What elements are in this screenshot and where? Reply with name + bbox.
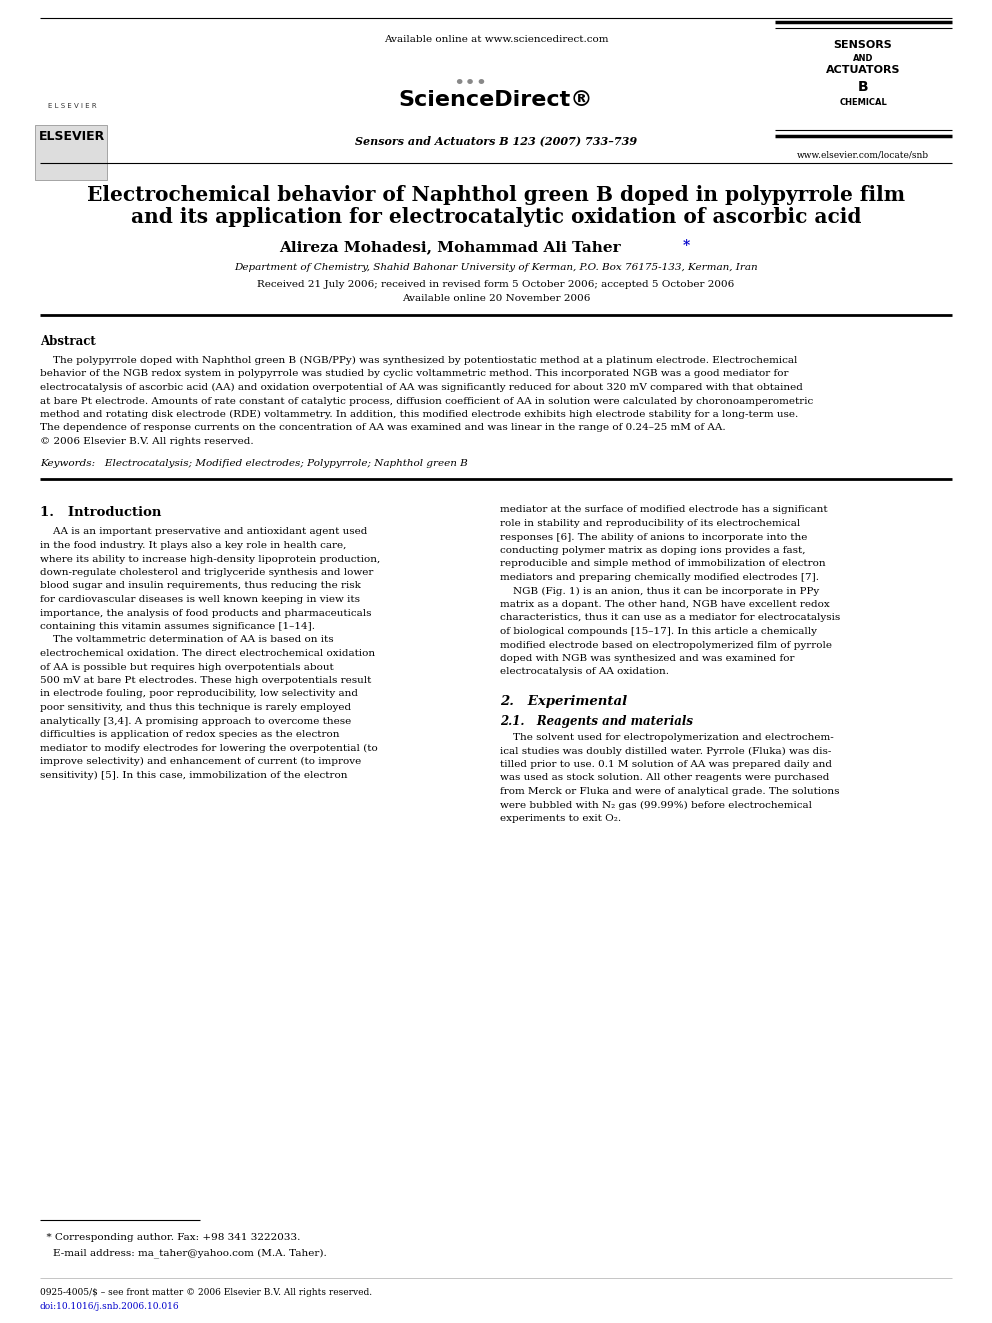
Text: sensitivity) [5]. In this case, immobilization of the electron: sensitivity) [5]. In this case, immobili…	[40, 770, 347, 779]
Text: at bare Pt electrode. Amounts of rate constant of catalytic process, diffusion c: at bare Pt electrode. Amounts of rate co…	[40, 397, 813, 406]
Text: •••: •••	[453, 75, 487, 93]
Text: characteristics, thus it can use as a mediator for electrocatalysis: characteristics, thus it can use as a me…	[500, 614, 840, 623]
Text: analytically [3,4]. A promising approach to overcome these: analytically [3,4]. A promising approach…	[40, 717, 351, 725]
Text: in electrode fouling, poor reproducibility, low selectivity and: in electrode fouling, poor reproducibili…	[40, 689, 358, 699]
Text: blood sugar and insulin requirements, thus reducing the risk: blood sugar and insulin requirements, th…	[40, 582, 361, 590]
Text: mediator at the surface of modified electrode has a significant: mediator at the surface of modified elec…	[500, 505, 827, 515]
Text: The voltammetric determination of AA is based on its: The voltammetric determination of AA is …	[40, 635, 333, 644]
Text: importance, the analysis of food products and pharmaceuticals: importance, the analysis of food product…	[40, 609, 371, 618]
Text: 2.1.   Reagents and materials: 2.1. Reagents and materials	[500, 714, 693, 728]
Text: * Corresponding author. Fax: +98 341 3222033.: * Corresponding author. Fax: +98 341 322…	[40, 1233, 301, 1242]
Text: E L S E V I E R: E L S E V I E R	[48, 103, 96, 108]
Text: © 2006 Elsevier B.V. All rights reserved.: © 2006 Elsevier B.V. All rights reserved…	[40, 437, 254, 446]
Text: NGB (Fig. 1) is an anion, thus it can be incorporate in PPy: NGB (Fig. 1) is an anion, thus it can be…	[500, 586, 819, 595]
Text: 2.   Experimental: 2. Experimental	[500, 695, 627, 708]
Text: E-mail address: ma_taher@yahoo.com (M.A. Taher).: E-mail address: ma_taher@yahoo.com (M.A.…	[40, 1248, 326, 1258]
Text: reproducible and simple method of immobilization of electron: reproducible and simple method of immobi…	[500, 560, 825, 569]
Text: role in stability and reproducibility of its electrochemical: role in stability and reproducibility of…	[500, 519, 801, 528]
Text: and its application for electrocatalytic oxidation of ascorbic acid: and its application for electrocatalytic…	[131, 206, 861, 228]
Text: modified electrode based on electropolymerized film of pyrrole: modified electrode based on electropolym…	[500, 640, 832, 650]
Text: Department of Chemistry, Shahid Bahonar University of Kerman, P.O. Box 76175-133: Department of Chemistry, Shahid Bahonar …	[234, 263, 758, 273]
Text: Available online 20 November 2006: Available online 20 November 2006	[402, 294, 590, 303]
Text: behavior of the NGB redox system in polypyrrole was studied by cyclic voltammetr: behavior of the NGB redox system in poly…	[40, 369, 789, 378]
Text: improve selectivity) and enhancement of current (to improve: improve selectivity) and enhancement of …	[40, 757, 361, 766]
Text: responses [6]. The ability of anions to incorporate into the: responses [6]. The ability of anions to …	[500, 532, 807, 541]
Text: Alireza Mohadesi, Mohammad Ali Taher: Alireza Mohadesi, Mohammad Ali Taher	[279, 239, 621, 254]
Text: for cardiovascular diseases is well known keeping in view its: for cardiovascular diseases is well know…	[40, 595, 360, 605]
Text: matrix as a dopant. The other hand, NGB have excellent redox: matrix as a dopant. The other hand, NGB …	[500, 601, 829, 609]
Text: *: *	[683, 239, 690, 253]
Text: were bubbled with N₂ gas (99.99%) before electrochemical: were bubbled with N₂ gas (99.99%) before…	[500, 800, 812, 810]
Text: CHEMICAL: CHEMICAL	[839, 98, 887, 107]
Text: ELSEVIER: ELSEVIER	[39, 130, 105, 143]
Bar	[35, 124, 107, 180]
Text: ScienceDirect®: ScienceDirect®	[399, 90, 593, 110]
Text: Electrochemical behavior of Naphthol green B doped in polypyrrole film: Electrochemical behavior of Naphthol gre…	[87, 185, 905, 205]
Text: The dependence of response currents on the concentration of AA was examined and : The dependence of response currents on t…	[40, 423, 725, 433]
Text: tilled prior to use. 0.1 M solution of AA was prepared daily and: tilled prior to use. 0.1 M solution of A…	[500, 759, 832, 769]
Text: mediators and preparing chemically modified electrodes [7].: mediators and preparing chemically modif…	[500, 573, 819, 582]
Text: 500 mV at bare Pt electrodes. These high overpotentials result: 500 mV at bare Pt electrodes. These high…	[40, 676, 371, 685]
Text: experiments to exit O₂.: experiments to exit O₂.	[500, 814, 621, 823]
Text: The solvent used for electropolymerization and electrochem-: The solvent used for electropolymerizati…	[500, 733, 833, 742]
Text: electrocatalysis of AA oxidation.: electrocatalysis of AA oxidation.	[500, 668, 669, 676]
Text: 0925-4005/$ – see front matter © 2006 Elsevier B.V. All rights reserved.: 0925-4005/$ – see front matter © 2006 El…	[40, 1289, 372, 1297]
Text: Received 21 July 2006; received in revised form 5 October 2006; accepted 5 Octob: Received 21 July 2006; received in revis…	[257, 280, 735, 288]
Text: in the food industry. It plays also a key role in health care,: in the food industry. It plays also a ke…	[40, 541, 346, 550]
Text: down-regulate cholesterol and triglyceride synthesis and lower: down-regulate cholesterol and triglyceri…	[40, 568, 373, 577]
Text: difficulties is application of redox species as the electron: difficulties is application of redox spe…	[40, 730, 339, 740]
Text: ACTUATORS: ACTUATORS	[825, 65, 901, 75]
Text: conducting polymer matrix as doping ions provides a fast,: conducting polymer matrix as doping ions…	[500, 546, 806, 556]
Text: www.elsevier.com/locate/snb: www.elsevier.com/locate/snb	[797, 149, 930, 159]
Text: Keywords:   Electrocatalysis; Modified electrodes; Polypyrrole; Naphthol green B: Keywords: Electrocatalysis; Modified ele…	[40, 459, 468, 467]
Text: of AA is possible but requires high overpotentials about: of AA is possible but requires high over…	[40, 663, 333, 672]
Text: Sensors and Actuators B 123 (2007) 733–739: Sensors and Actuators B 123 (2007) 733–7…	[355, 135, 637, 146]
Text: 1.   Introduction: 1. Introduction	[40, 505, 162, 519]
Text: mediator to modify electrodes for lowering the overpotential (to: mediator to modify electrodes for loweri…	[40, 744, 378, 753]
Text: doi:10.1016/j.snb.2006.10.016: doi:10.1016/j.snb.2006.10.016	[40, 1302, 180, 1311]
Text: AA is an important preservative and antioxidant agent used: AA is an important preservative and anti…	[40, 528, 367, 537]
Text: B: B	[858, 79, 868, 94]
Text: from Merck or Fluka and were of analytical grade. The solutions: from Merck or Fluka and were of analytic…	[500, 787, 839, 796]
Text: was used as stock solution. All other reagents were purchased: was used as stock solution. All other re…	[500, 774, 829, 782]
Text: electrocatalysis of ascorbic acid (AA) and oxidation overpotential of AA was sig: electrocatalysis of ascorbic acid (AA) a…	[40, 382, 803, 392]
Text: containing this vitamin assumes significance [1–14].: containing this vitamin assumes signific…	[40, 622, 315, 631]
Text: of biological compounds [15–17]. In this article a chemically: of biological compounds [15–17]. In this…	[500, 627, 817, 636]
Text: SENSORS: SENSORS	[833, 40, 893, 50]
Text: poor sensitivity, and thus this technique is rarely employed: poor sensitivity, and thus this techniqu…	[40, 703, 351, 712]
Text: doped with NGB was synthesized and was examined for: doped with NGB was synthesized and was e…	[500, 654, 795, 663]
Text: electrochemical oxidation. The direct electrochemical oxidation: electrochemical oxidation. The direct el…	[40, 650, 375, 658]
Text: ical studies was doubly distilled water. Pyrrole (Fluka) was dis-: ical studies was doubly distilled water.…	[500, 746, 831, 755]
Text: The polypyrrole doped with Naphthol green B (NGB/PPy) was synthesized by potenti: The polypyrrole doped with Naphthol gree…	[40, 356, 798, 365]
Text: Available online at www.sciencedirect.com: Available online at www.sciencedirect.co…	[384, 34, 608, 44]
Text: Abstract: Abstract	[40, 335, 96, 348]
Text: AND: AND	[853, 54, 873, 64]
Text: method and rotating disk electrode (RDE) voltammetry. In addition, this modified: method and rotating disk electrode (RDE)…	[40, 410, 799, 419]
Text: where its ability to increase high-density lipoprotein production,: where its ability to increase high-densi…	[40, 554, 380, 564]
